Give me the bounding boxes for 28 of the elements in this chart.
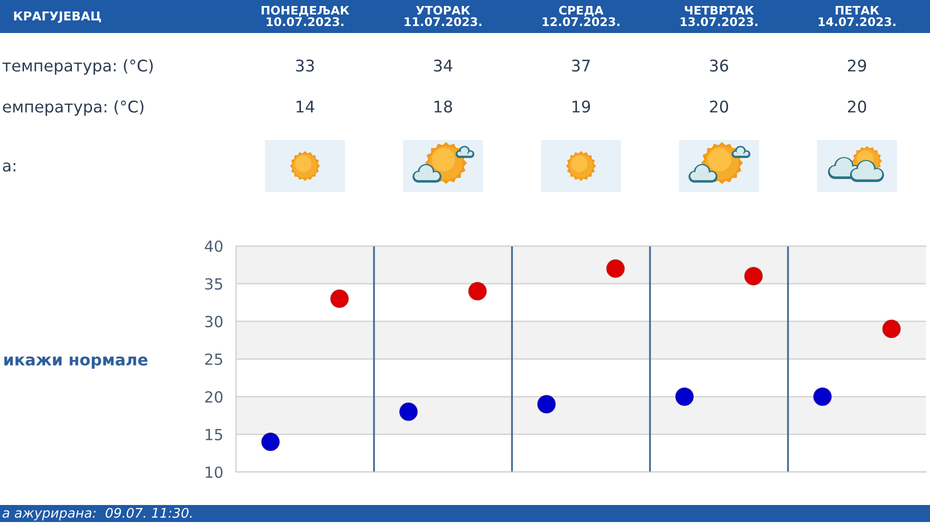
text: а ажурирана: 09.07. 11:30. — [2, 508, 192, 520]
y-tick-label: 35 — [205, 278, 222, 290]
data-label: 20 — [710, 100, 728, 113]
data-label: 34 — [434, 60, 452, 72]
y-tick-label: 30 — [205, 316, 222, 328]
y-tick-label: 15 — [206, 429, 222, 440]
data-label: 20 — [848, 100, 866, 113]
text: СРЕДА 12.07.2023. — [542, 6, 620, 26]
y-tick-label: 20 — [205, 391, 222, 403]
data-label: 29 — [848, 60, 866, 72]
y-tick-label: 40 — [204, 240, 222, 252]
text: ЧЕТВРТАК 13.07.2023. — [680, 6, 758, 26]
y-tick-label: 10 — [206, 466, 222, 478]
data-label: 36 — [710, 60, 728, 72]
data-label: 33 — [296, 60, 314, 72]
text: КРАГУЈЕВАЦ — [14, 11, 101, 23]
y-tick-label: 25 — [205, 353, 222, 366]
text: ПЕТАК 14.07.2023. — [818, 6, 896, 26]
text: УТОРАК 11.07.2023. — [404, 6, 482, 26]
data-label: 19 — [572, 100, 590, 113]
data-label: 14 — [296, 100, 314, 112]
text: ПОНЕДЕЉАК 10.07.2023. — [262, 6, 350, 26]
data-label: 18 — [434, 100, 452, 113]
text: температура: (°C) — [2, 59, 153, 75]
text: а: — [2, 162, 16, 172]
text: икажи нормале — [4, 356, 148, 369]
text: емпература: (°C) — [2, 100, 144, 116]
data-label: 37 — [572, 60, 590, 72]
